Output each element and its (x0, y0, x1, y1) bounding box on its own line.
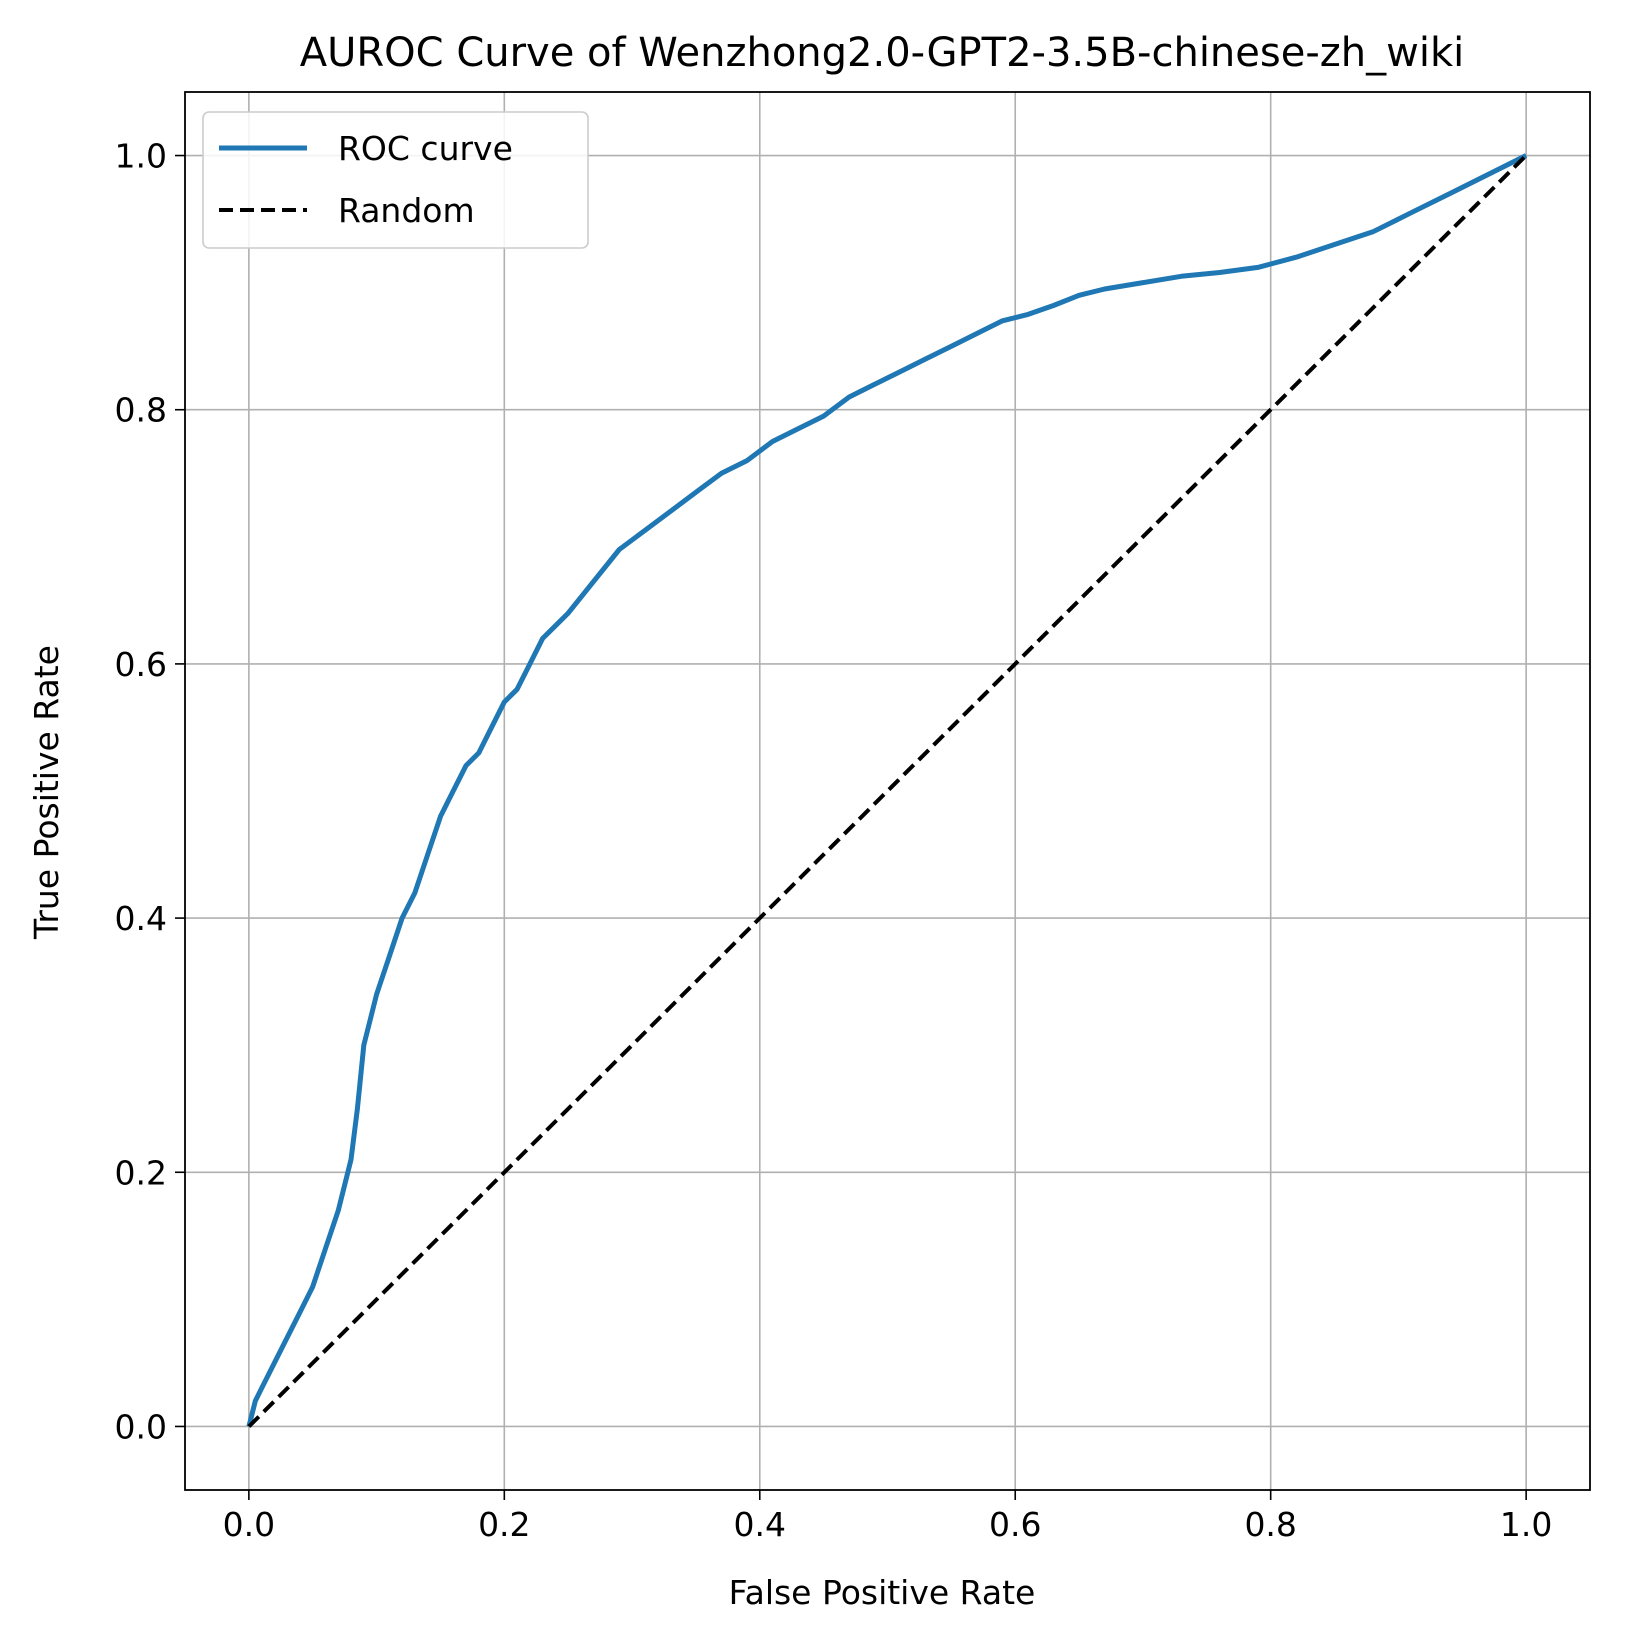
y-axis-ticks: 0.0 0.2 0.4 0.6 0.8 1.0 (115, 137, 185, 1446)
plot-area (246, 153, 1528, 1428)
y-tick-label: 0.6 (115, 645, 167, 684)
x-axis-ticks: 0.0 0.2 0.4 0.6 0.8 1.0 (223, 1490, 1552, 1544)
x-tick-label: 0.4 (734, 1505, 786, 1544)
chart-title: AUROC Curve of Wenzhong2.0-GPT2-3.5B-chi… (300, 30, 1464, 76)
x-axis-label: False Positive Rate (729, 1573, 1036, 1612)
y-tick-label: 0.2 (115, 1153, 167, 1192)
legend: ROC curve Random (202, 111, 589, 249)
y-tick-label: 0.8 (115, 391, 167, 430)
x-tick-label: 1.0 (1500, 1505, 1552, 1544)
y-axis-label: True Positive Rate (27, 645, 66, 940)
y-tick-label: 0.4 (115, 899, 167, 938)
axes-frame (184, 91, 1591, 1491)
y-tick-label: 0.0 (115, 1407, 167, 1446)
x-tick-label: 0.6 (989, 1505, 1041, 1544)
series-line-random (247, 154, 1528, 1428)
x-tick-label: 0.2 (478, 1505, 530, 1544)
legend-label-random: Random (338, 191, 475, 230)
grid (185, 92, 1590, 1490)
series-line-roc-curve (246, 153, 1528, 1428)
x-tick-label: 0.8 (1244, 1505, 1296, 1544)
x-tick-label: 0.0 (223, 1505, 275, 1544)
y-tick-label: 1.0 (115, 137, 167, 176)
legend-label-roc-curve: ROC curve (338, 129, 513, 168)
